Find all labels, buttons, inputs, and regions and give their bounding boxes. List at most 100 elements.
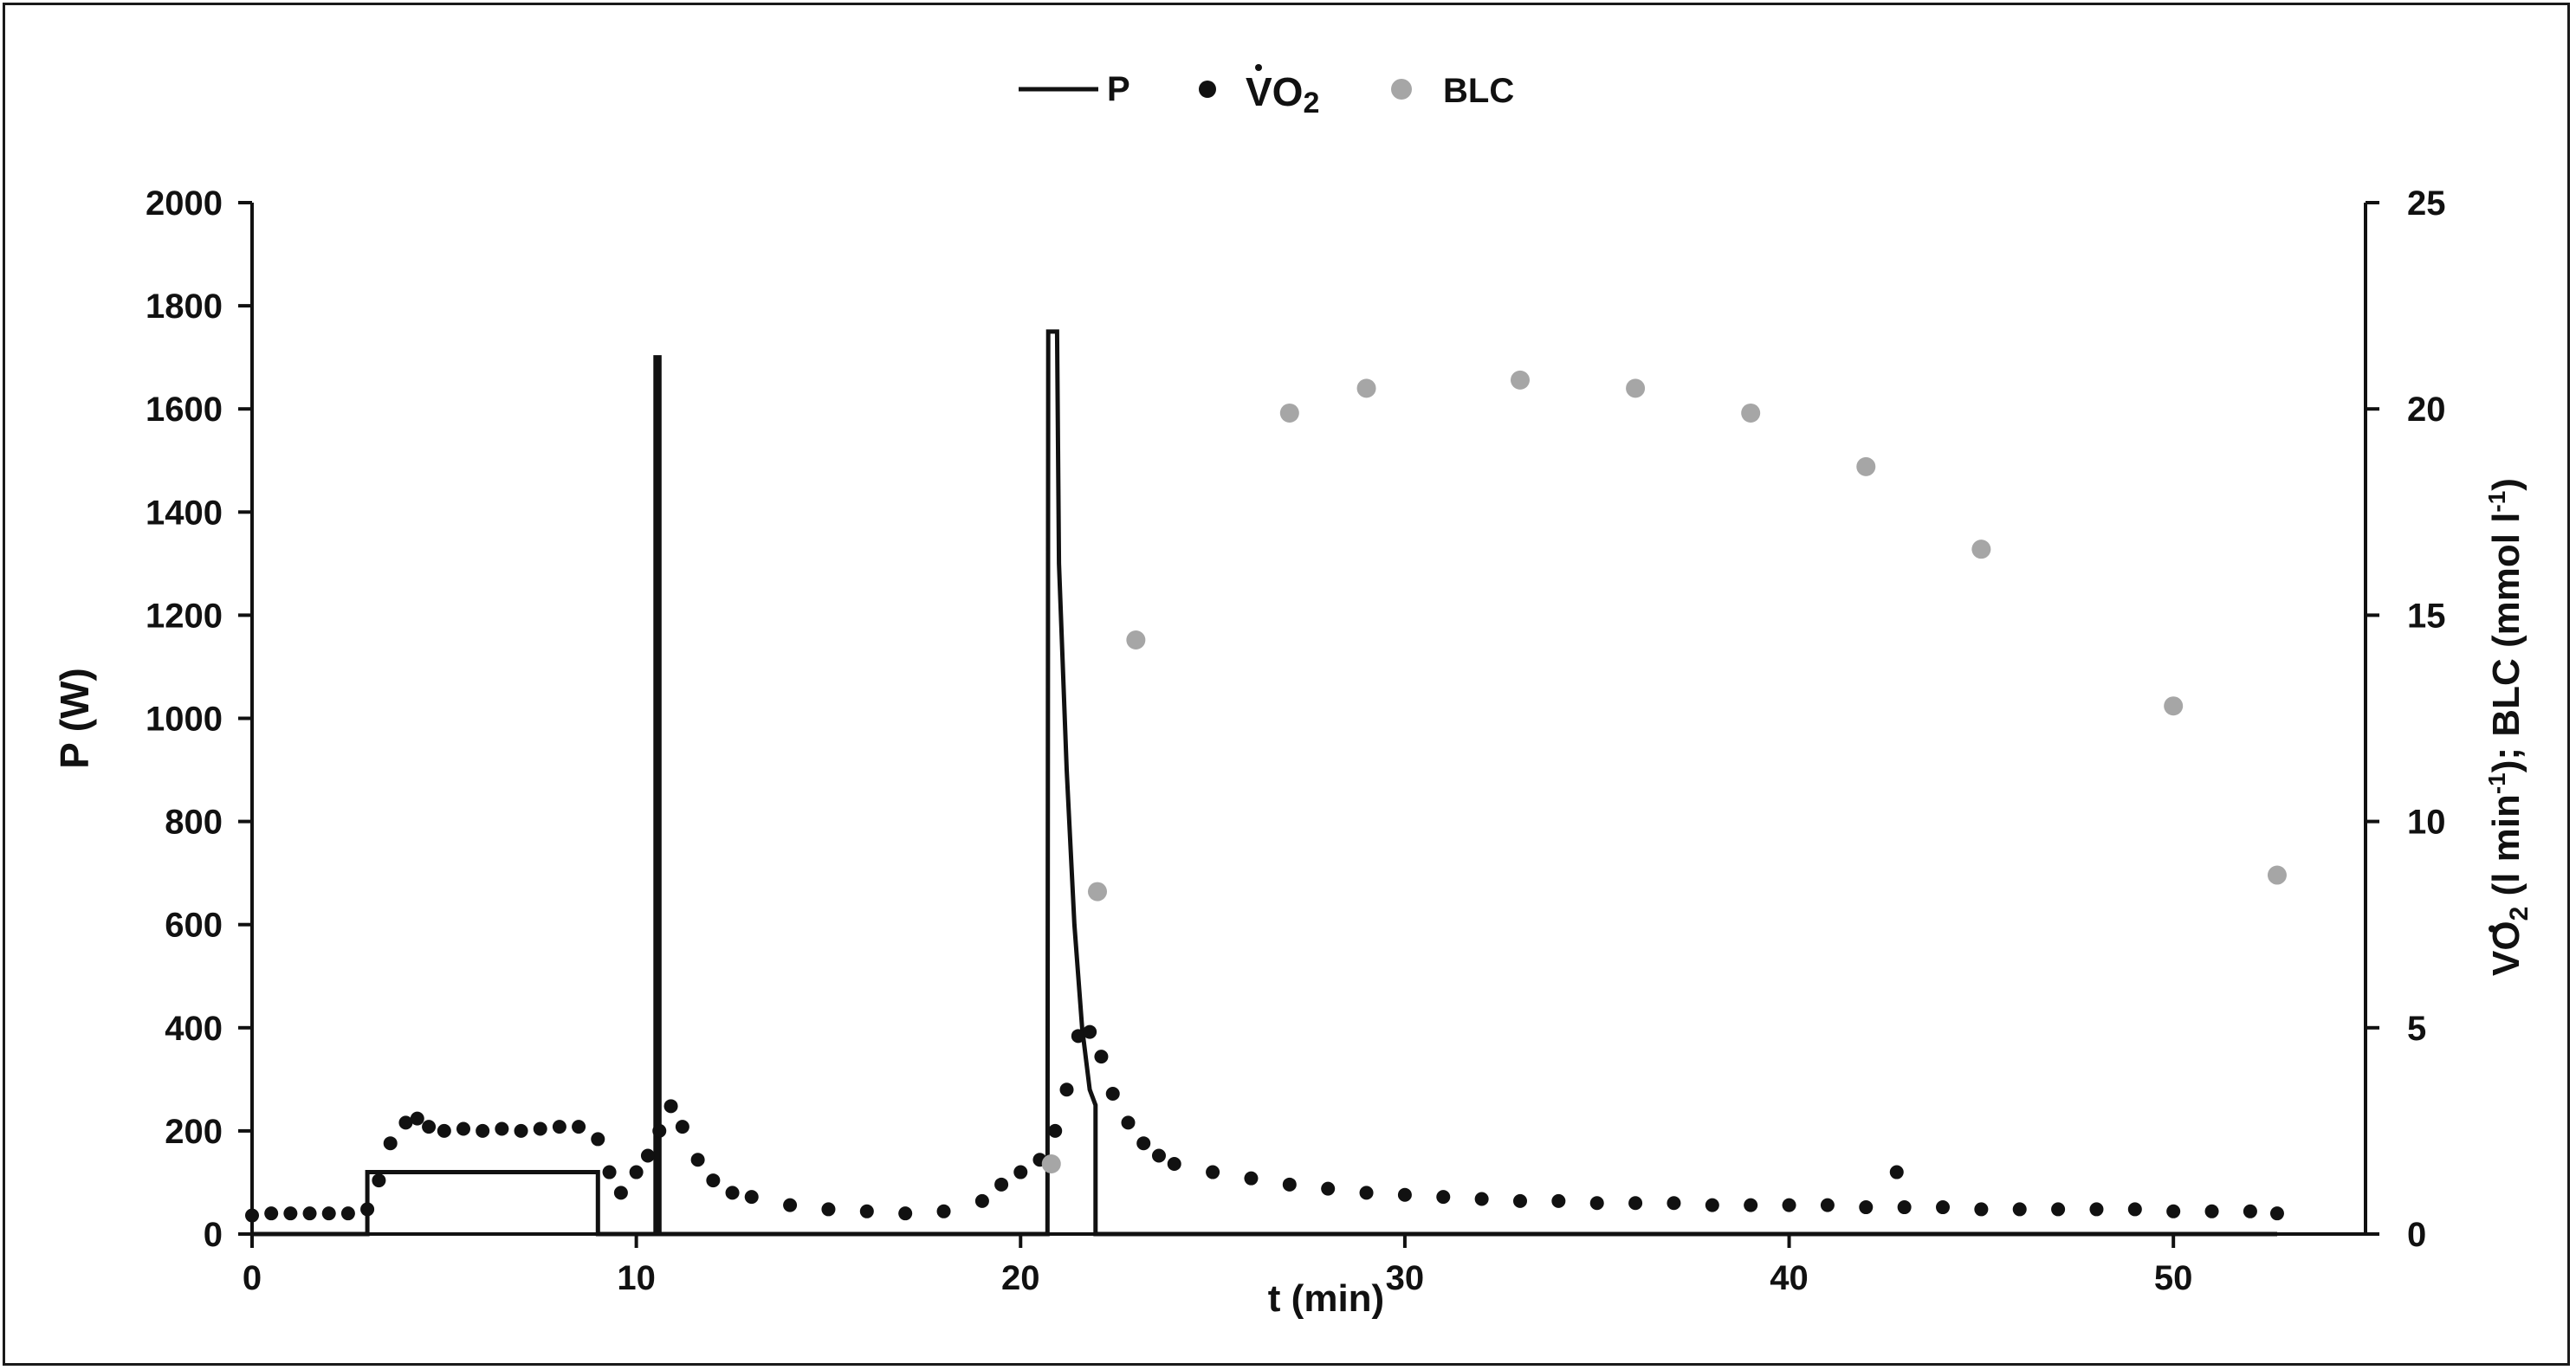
point-VO2 (652, 1123, 667, 1138)
point-VO2 (1513, 1193, 1527, 1208)
y-right-tick-label: 10 (2407, 804, 2446, 842)
point-VO2 (2166, 1204, 2181, 1218)
point-VO2 (706, 1173, 721, 1188)
point-VO2 (340, 1206, 355, 1221)
x-axis-label: t (min) (1268, 1277, 1384, 1320)
point-VO2 (629, 1165, 644, 1179)
y-left-tick-label: 1800 (146, 288, 223, 326)
point-VO2 (1397, 1187, 1412, 1202)
vo2-dot-accent (2489, 925, 2495, 933)
point-VO2 (398, 1115, 413, 1130)
point-VO2 (495, 1121, 509, 1136)
point-VO2 (1889, 1165, 1904, 1179)
point-VO2 (1551, 1193, 1566, 1208)
point-VO2 (1974, 1202, 1989, 1217)
legend-label-VO2: VO2 (1246, 69, 1319, 120)
point-VO2 (974, 1193, 989, 1208)
point-VO2 (1071, 1029, 1085, 1044)
series-line-P (252, 329, 2277, 1237)
x-tick-label: 30 (1386, 1259, 1425, 1297)
point-VO2 (2204, 1204, 2219, 1218)
point-VO2 (2127, 1202, 2142, 1217)
point-VO2 (821, 1202, 836, 1217)
point-VO2 (1059, 1082, 1074, 1097)
point-VO2 (456, 1121, 470, 1136)
point-VO2 (1782, 1198, 1796, 1212)
point-VO2 (1589, 1196, 1604, 1211)
point-VO2 (1151, 1148, 1166, 1163)
point-VO2 (1136, 1136, 1151, 1151)
point-VO2 (602, 1165, 617, 1179)
x-tick-label: 0 (243, 1259, 262, 1297)
point-VO2 (675, 1120, 689, 1134)
point-VO2 (2269, 1206, 2284, 1221)
point-VO2 (2243, 1204, 2257, 1218)
point-VO2 (1282, 1177, 1297, 1192)
point-VO2 (1206, 1165, 1220, 1179)
point-BLC (1279, 403, 1299, 423)
point-VO2 (1628, 1196, 1643, 1211)
point-VO2 (1744, 1198, 1758, 1212)
y-left-tick-label: 400 (165, 1010, 223, 1048)
point-VO2 (1013, 1165, 1028, 1179)
y-right-tick-label: 20 (2407, 391, 2446, 429)
y-left-tick-label: 1400 (146, 494, 223, 532)
y-left-tick-label: 600 (165, 907, 223, 945)
point-BLC (2267, 865, 2287, 885)
legend-label-BLC: BLC (1443, 72, 1514, 110)
point-VO2 (591, 1132, 605, 1147)
point-VO2 (994, 1177, 1009, 1192)
point-VO2 (264, 1206, 279, 1221)
legend-marker-VO2 (1199, 81, 1216, 98)
y-left-tick-label: 0 (204, 1216, 223, 1254)
point-VO2 (1820, 1198, 1835, 1212)
point-VO2 (1048, 1123, 1063, 1138)
point-VO2 (859, 1204, 874, 1218)
point-VO2 (640, 1148, 655, 1163)
point-VO2 (1359, 1186, 1374, 1200)
chart-frame: P VO2 BLC 0 200 400 600 800 1000 1200 1400 1600 180… (3, 3, 2570, 1366)
y-right-tick-label: 5 (2407, 1010, 2426, 1048)
chart-axes: 0200400600800100012001400160018002000051… (52, 184, 2534, 1320)
point-VO2 (1474, 1192, 1489, 1206)
point-BLC (1971, 540, 1991, 559)
point-BLC (1126, 630, 1146, 649)
point-VO2 (1121, 1115, 1136, 1130)
point-VO2 (1897, 1200, 1912, 1215)
point-BLC (1626, 378, 1646, 398)
point-VO2 (1244, 1171, 1259, 1186)
y-axis-left-label: P (W) (52, 668, 97, 769)
point-BLC (1741, 403, 1761, 423)
x-tick-label: 50 (2154, 1259, 2193, 1297)
point-VO2 (1667, 1196, 1681, 1211)
y-right-tick-label: 15 (2407, 597, 2446, 635)
point-VO2 (1167, 1157, 1181, 1172)
point-VO2 (898, 1206, 913, 1221)
chart-marks (245, 329, 2287, 1237)
point-VO2 (1859, 1200, 1874, 1215)
y-left-tick-label: 2000 (146, 184, 223, 223)
point-VO2 (552, 1120, 566, 1134)
y-left-tick-label: 800 (165, 804, 223, 842)
point-VO2 (383, 1136, 398, 1151)
point-BLC (1856, 456, 1876, 476)
x-tick-label: 40 (1770, 1259, 1809, 1297)
point-VO2 (572, 1120, 586, 1134)
point-VO2 (283, 1206, 298, 1221)
point-VO2 (321, 1206, 336, 1221)
chart-legend: P VO2 BLC (1019, 64, 1514, 120)
point-VO2 (1094, 1050, 1109, 1064)
y-left-tick-label: 1000 (146, 701, 223, 739)
point-VO2 (1436, 1190, 1451, 1205)
legend-label-P: P (1107, 70, 1130, 108)
point-VO2 (725, 1186, 740, 1200)
point-VO2 (2051, 1202, 2066, 1217)
point-VO2 (410, 1111, 424, 1126)
point-VO2 (1705, 1198, 1719, 1212)
point-VO2 (1105, 1087, 1120, 1102)
point-VO2 (2089, 1202, 2104, 1217)
y-right-tick-label: 25 (2407, 184, 2446, 223)
y-axis-right-label: VO2 (l min-1); BLC (mmol l-1) (2483, 478, 2534, 976)
legend-marker-BLC (1391, 79, 1412, 100)
y-right-tick-label: 0 (2407, 1216, 2426, 1254)
